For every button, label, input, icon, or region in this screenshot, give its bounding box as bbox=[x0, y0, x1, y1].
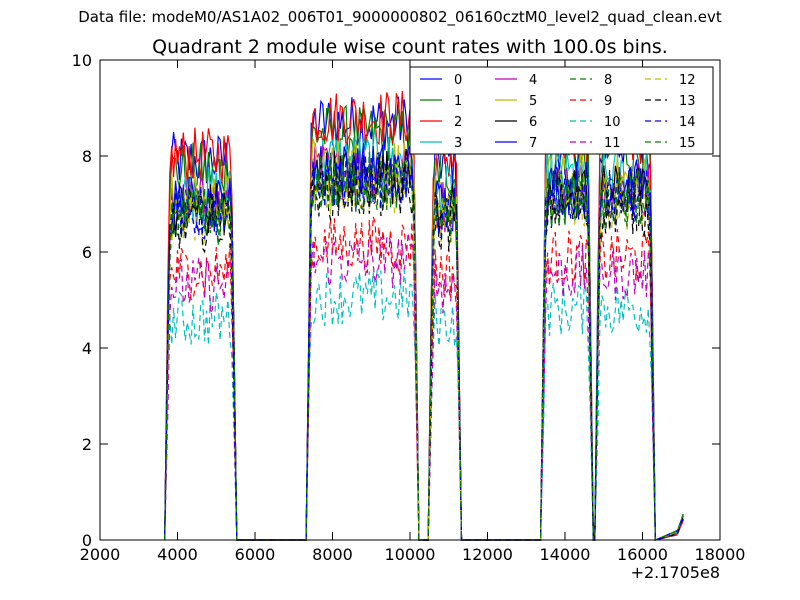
axis-ticks: 2000 4000 6000 8000 10000 12000 14000 16000 1800… bbox=[72, 51, 746, 564]
legend-label-8: 8 bbox=[604, 73, 612, 88]
series-line-4 bbox=[164, 143, 684, 541]
y-tick-label: 6 bbox=[82, 243, 92, 262]
legend-label-1: 1 bbox=[454, 94, 462, 109]
legend-label-10: 10 bbox=[604, 115, 621, 130]
figure-suptitle: Data file: modeM0/AS1A02_006T01_90000008… bbox=[78, 8, 722, 26]
legend-label-13: 13 bbox=[679, 94, 696, 109]
series-line-7 bbox=[164, 143, 684, 541]
legend-label-4: 4 bbox=[529, 73, 537, 88]
series-line-1 bbox=[164, 104, 684, 541]
series-line-11 bbox=[164, 232, 684, 541]
x-tick-label: 8000 bbox=[312, 545, 353, 564]
chart-title: Quadrant 2 module wise count rates with … bbox=[152, 36, 668, 58]
legend-box bbox=[409, 66, 714, 155]
y-tick-label: 0 bbox=[82, 531, 92, 550]
y-tick-label: 8 bbox=[82, 147, 92, 166]
series-line-14 bbox=[164, 151, 684, 541]
legend-label-14: 14 bbox=[679, 115, 696, 130]
x-tick-label: 18000 bbox=[695, 545, 746, 564]
y-tick-label: 2 bbox=[82, 435, 92, 454]
legend-label-9: 9 bbox=[604, 94, 612, 109]
x-offset-label: +2.1705e8 bbox=[631, 563, 720, 582]
legend-label-5: 5 bbox=[529, 94, 537, 109]
series-line-13 bbox=[164, 162, 684, 541]
legend-label-7: 7 bbox=[529, 136, 537, 151]
x-tick-label: 4000 bbox=[157, 545, 198, 564]
x-tick-label: 16000 bbox=[617, 545, 668, 564]
legend-label-2: 2 bbox=[454, 115, 462, 130]
legend-label-15: 15 bbox=[679, 136, 696, 151]
series-lines bbox=[164, 90, 684, 541]
legend-label-12: 12 bbox=[679, 73, 696, 88]
legend-label-0: 0 bbox=[454, 73, 462, 88]
series-line-9 bbox=[164, 216, 684, 541]
x-tick-label: 2000 bbox=[80, 545, 121, 564]
series-line-10 bbox=[164, 269, 684, 541]
x-tick-label: 12000 bbox=[462, 545, 513, 564]
legend-label-6: 6 bbox=[529, 115, 537, 130]
y-tick-label: 4 bbox=[82, 339, 92, 358]
x-tick-label: 6000 bbox=[235, 545, 276, 564]
y-tick-label: 10 bbox=[72, 51, 92, 70]
legend-label-3: 3 bbox=[454, 136, 462, 151]
x-tick-label: 10000 bbox=[385, 545, 436, 564]
legend-label-11: 11 bbox=[604, 136, 621, 151]
x-tick-label: 14000 bbox=[540, 545, 591, 564]
